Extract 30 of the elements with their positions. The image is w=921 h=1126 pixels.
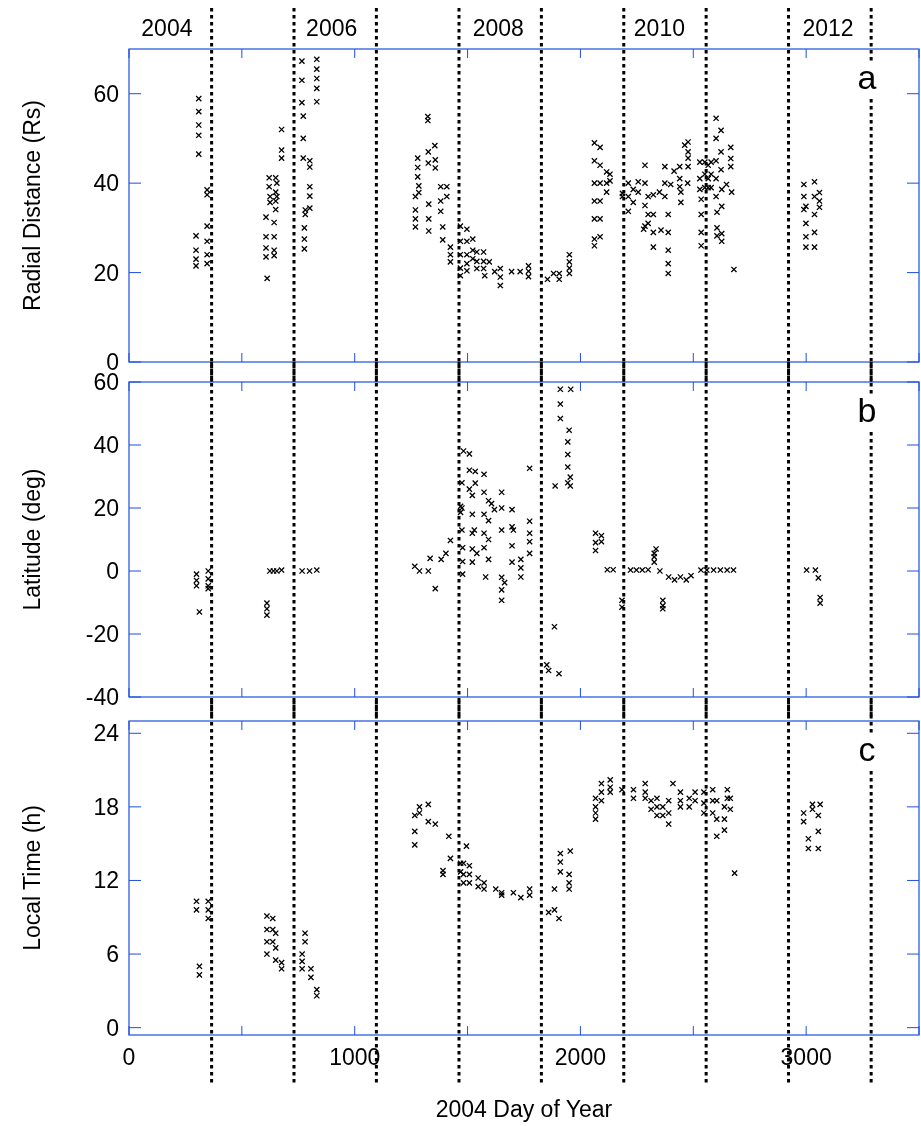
y-tick-label: 0 <box>106 1014 119 1041</box>
x-tick-label: 2000 <box>554 1044 607 1070</box>
y-tick-label: -20 <box>85 621 119 647</box>
x2-tick-label: 2004 <box>141 15 193 41</box>
y-tick-label: 20 <box>93 259 119 286</box>
y-tick-label: 6 <box>106 941 119 968</box>
x2-tick-label: 2010 <box>633 15 686 41</box>
x-axis-title: 2004 Day of Year <box>435 1096 613 1122</box>
x-tick-label: 0 <box>122 1044 136 1070</box>
y-tick-label: 24 <box>93 720 120 747</box>
y-tick-label: -40 <box>85 684 119 710</box>
y-tick-label: 60 <box>93 80 119 107</box>
y-axis-title: Latitude (deg) <box>19 468 45 611</box>
y-tick-label: 40 <box>93 432 119 458</box>
y-tick-label: 18 <box>93 793 119 820</box>
x-tick-label: 3000 <box>780 1044 832 1070</box>
x2-tick-label: 2006 <box>306 15 358 41</box>
x2-tick-label: 2008 <box>472 15 524 41</box>
y-tick-label: 0 <box>106 558 119 584</box>
y-axis-title: Local Time (h) <box>19 805 45 951</box>
y-tick-label: 60 <box>93 369 119 395</box>
annotation: b <box>857 391 877 429</box>
annotation: a <box>857 58 877 96</box>
y-tick-label: 12 <box>93 867 119 894</box>
x-tick-label: 1000 <box>329 1044 381 1070</box>
y-tick-label: 40 <box>93 170 119 197</box>
y-axis-title: Radial Distance (Rs) <box>19 100 45 311</box>
x2-tick-label: 2012 <box>802 15 854 41</box>
annotation: c <box>858 730 876 768</box>
y-tick-label: 20 <box>93 495 119 521</box>
